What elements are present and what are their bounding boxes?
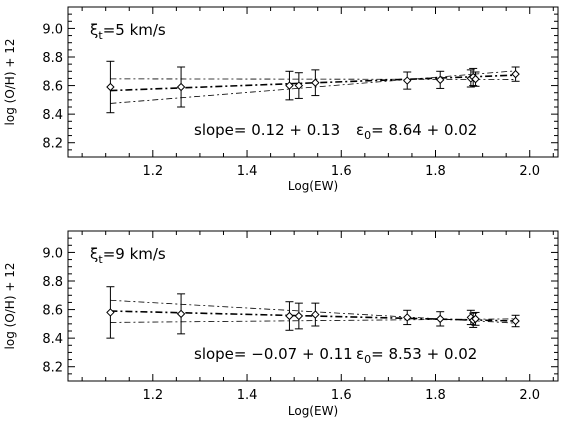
plot-frame — [67, 6, 559, 158]
data-point — [403, 76, 412, 85]
annotation-slope: slope= 0.12 + 0.13 — [194, 121, 340, 139]
annotation-title-symbol: ξ — [90, 245, 98, 263]
y-tick-label: 8.4 — [42, 108, 63, 123]
data-point — [285, 81, 294, 90]
annotation-title-rest: =5 km/s — [103, 21, 166, 39]
annotation-title-symbol: ξ — [90, 21, 98, 39]
data-point — [403, 313, 412, 322]
y-tick-label: 8.4 — [42, 332, 63, 347]
x-tick-label: 1.2 — [142, 388, 163, 403]
data-point — [285, 311, 294, 321]
annotation-epsilon-subscript: 0 — [364, 129, 371, 142]
data-point — [311, 78, 320, 87]
y-tick-label: 8.8 — [42, 51, 63, 66]
data-point — [106, 308, 115, 317]
data-point — [106, 82, 115, 92]
x-tick-label: 1.6 — [331, 388, 352, 403]
data-point — [294, 81, 304, 90]
fit-line-bound — [110, 318, 516, 323]
chart-panel-bottom: 1.2 1.4 1.6 1.8 2.0 8.2 8.4 8.6 8.8 9.0 Log(EW) log… — [3, 230, 559, 418]
data-point — [294, 311, 304, 321]
data-point — [436, 75, 445, 85]
annotation-slope: slope= −0.07 + 0.11 — [194, 345, 353, 363]
x-tick-label: 2.0 — [519, 164, 540, 179]
data-point — [471, 74, 480, 84]
x-tick-label: 1.4 — [237, 164, 258, 179]
x-tick-label: 1.8 — [425, 164, 446, 179]
annotation-title-subscript: t — [98, 29, 103, 42]
x-tick-label: 2.0 — [519, 388, 540, 403]
annotation-title-rest: =9 km/s — [103, 245, 166, 263]
annotation-epsilon-symbol: ε — [356, 121, 364, 139]
data-point — [436, 314, 445, 324]
x-tick-label: 1.8 — [425, 388, 446, 403]
data-point — [176, 82, 186, 92]
y-tick-label: 9.0 — [42, 22, 63, 37]
chart-panel-top: 1.2 1.4 1.6 1.8 2.0 8.2 8.4 8.6 8.8 9.0 Log(EW) log… — [3, 6, 559, 193]
data-point — [311, 310, 320, 319]
annotation-epsilon-subscript: 0 — [364, 353, 371, 366]
fit-line-bound — [110, 70, 516, 104]
annotation-title-subscript: t — [98, 253, 103, 266]
y-tick-label: 8.6 — [42, 80, 63, 95]
y-axis-label: log (O/H) + 12 — [3, 263, 17, 350]
annotation-epsilon: ε0= 8.53 + 0.02 — [356, 345, 477, 366]
annotation-epsilon-rest: = 8.53 + 0.02 — [371, 345, 477, 363]
annotation-epsilon-rest: = 8.64 + 0.02 — [371, 121, 477, 139]
y-tick-label: 8.8 — [42, 275, 63, 290]
annotation-title: ξt=9 km/s — [90, 245, 166, 266]
x-axis-label: Log(EW) — [288, 404, 338, 418]
fit-line-bound — [110, 78, 516, 80]
y-tick-label: 9.0 — [42, 246, 63, 261]
plot-frame — [67, 230, 559, 382]
y-tick-label: 8.6 — [42, 304, 63, 319]
y-axis-label: log (O/H) + 12 — [3, 39, 17, 126]
data-point — [511, 316, 520, 326]
x-tick-label: 1.4 — [237, 388, 258, 403]
data-point — [471, 314, 480, 324]
y-tick-label: 8.2 — [42, 137, 63, 152]
annotation-epsilon: ε0= 8.64 + 0.02 — [356, 121, 477, 142]
x-axis-label: Log(EW) — [288, 179, 338, 193]
data-point — [511, 69, 520, 79]
annotation-title: ξt=5 km/s — [90, 21, 166, 42]
annotation-epsilon-symbol: ε — [356, 345, 364, 363]
data-point — [176, 309, 186, 319]
x-tick-label: 1.2 — [142, 164, 163, 179]
x-tick-label: 1.6 — [331, 164, 352, 179]
y-tick-label: 8.2 — [42, 361, 63, 376]
